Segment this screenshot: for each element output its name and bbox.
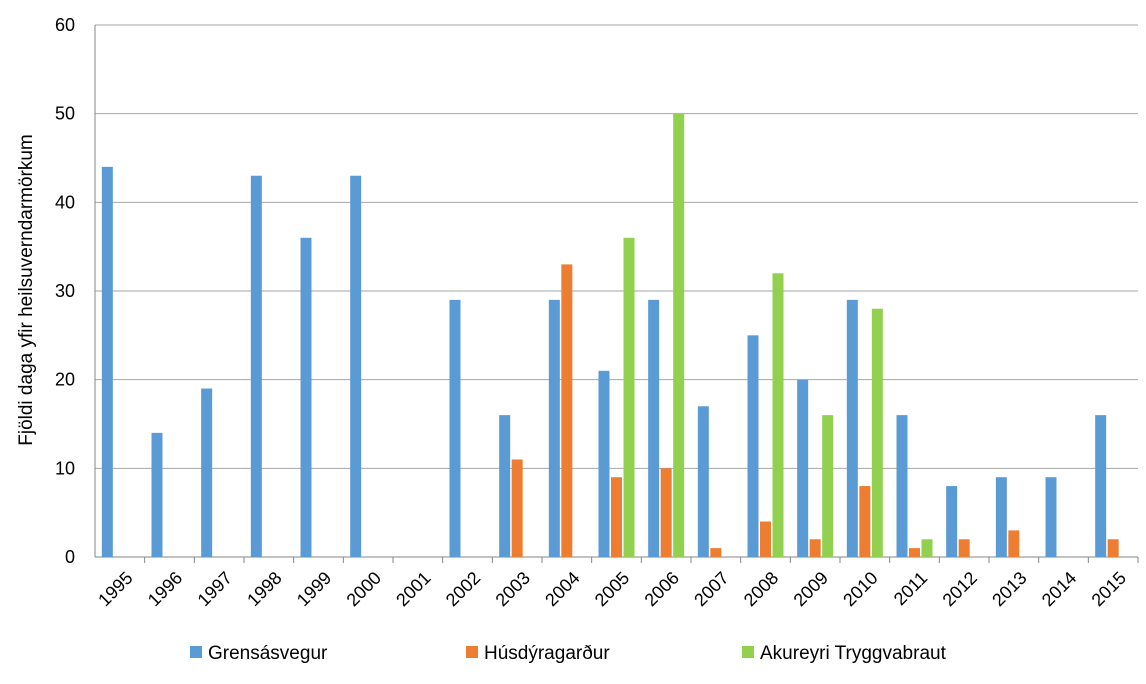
bar-akureyri-tryggvabraut-2009 bbox=[822, 415, 834, 557]
legend: Grensásvegur Húsdýragarður Akureyri Tryggv… bbox=[190, 643, 947, 664]
bar-grensásvegur-2008 bbox=[747, 335, 759, 557]
bar-grensásvegur-1999 bbox=[300, 237, 312, 558]
legend-label: Grensásvegur bbox=[208, 643, 328, 664]
bar-húsdýragarður-2008 bbox=[760, 521, 771, 557]
x-tick-label: 2011 bbox=[890, 568, 932, 610]
bar-húsdýragarður-2015 bbox=[1107, 539, 1119, 557]
bar-grensásvegur-2015 bbox=[1095, 415, 1107, 557]
bar-grensásvegur-2013 bbox=[995, 477, 1007, 557]
bar-akureyri-tryggvabraut-2005 bbox=[623, 237, 635, 558]
bar-húsdýragarður-2007 bbox=[710, 548, 722, 557]
x-tick-label: 1998 bbox=[243, 568, 285, 610]
bar-grensásvegur-1996 bbox=[151, 432, 163, 557]
x-tick-label: 2008 bbox=[740, 568, 782, 610]
x-tick-label: 2009 bbox=[790, 568, 832, 610]
x-tick-label: 2007 bbox=[690, 568, 732, 610]
bar-húsdýragarður-2005 bbox=[611, 477, 622, 557]
bar-akureyri-tryggvabraut-2011 bbox=[921, 539, 933, 557]
bar-grensásvegur-2002 bbox=[449, 299, 461, 557]
y-tick-label: 10 bbox=[55, 458, 75, 478]
bar-akureyri-tryggvabraut-2010 bbox=[871, 308, 883, 557]
x-tick-label: 2005 bbox=[591, 568, 633, 610]
bar-húsdýragarður-2010 bbox=[859, 486, 871, 557]
x-tick-label: 2010 bbox=[839, 568, 881, 610]
x-tick-label: 2001 bbox=[392, 568, 434, 610]
x-tick-label: 1997 bbox=[194, 568, 236, 610]
x-tick-label: 1999 bbox=[293, 568, 335, 610]
bar-grensásvegur-2014 bbox=[1045, 477, 1057, 557]
x-tick-label: 1995 bbox=[94, 568, 136, 610]
y-tick-label: 60 bbox=[55, 15, 75, 35]
x-tick-label: 2002 bbox=[442, 568, 484, 610]
x-tick-label: 1996 bbox=[144, 568, 186, 610]
legend-swatch bbox=[466, 646, 478, 658]
bars bbox=[101, 113, 1119, 558]
y-axis-label: Fjöldi daga yfir heilsuverndarmörkum bbox=[16, 134, 37, 446]
x-tick-label: 2004 bbox=[541, 568, 583, 610]
bar-húsdýragarður-2011 bbox=[909, 548, 920, 557]
bar-grensásvegur-2003 bbox=[499, 415, 511, 557]
x-tick-label: 2000 bbox=[343, 568, 385, 610]
bar-grensásvegur-2000 bbox=[350, 175, 362, 557]
y-tick-label: 40 bbox=[55, 192, 75, 212]
y-tick-label: 20 bbox=[55, 370, 75, 390]
bar-húsdýragarður-2004 bbox=[561, 264, 573, 557]
bar-húsdýragarður-2006 bbox=[660, 468, 672, 557]
bar-grensásvegur-2010 bbox=[846, 299, 858, 557]
bar-grensásvegur-2004 bbox=[548, 299, 560, 557]
legend-swatch bbox=[190, 646, 202, 658]
bar-grensásvegur-2005 bbox=[598, 370, 610, 557]
y-tick-label: 30 bbox=[55, 281, 75, 301]
bar-grensásvegur-1998 bbox=[250, 175, 262, 557]
x-tick-label: 2003 bbox=[492, 568, 534, 610]
bar-akureyri-tryggvabraut-2008 bbox=[772, 273, 784, 557]
bar-grensásvegur-1997 bbox=[201, 388, 213, 557]
bar-grensásvegur-1995 bbox=[101, 166, 113, 557]
x-tick-label: 2013 bbox=[988, 568, 1030, 610]
bar-grensásvegur-2011 bbox=[896, 415, 908, 557]
bar-húsdýragarður-2012 bbox=[958, 539, 970, 557]
y-tick-label: 50 bbox=[55, 104, 75, 124]
gridlines bbox=[94, 24, 1139, 563]
bar-grensásvegur-2012 bbox=[946, 486, 958, 557]
bar-grensásvegur-2009 bbox=[797, 379, 809, 557]
bar-húsdýragarður-2013 bbox=[1008, 530, 1020, 557]
x-tick-label: 2012 bbox=[939, 568, 981, 610]
bar-húsdýragarður-2003 bbox=[511, 459, 523, 557]
x-tick-label: 2015 bbox=[1088, 568, 1130, 610]
x-tick-label: 2006 bbox=[641, 568, 683, 610]
legend-label: Akureyri Tryggvabraut bbox=[760, 643, 947, 664]
bar-akureyri-tryggvabraut-2006 bbox=[673, 113, 685, 558]
y-tick-label: 0 bbox=[65, 547, 75, 567]
bar-húsdýragarður-2009 bbox=[809, 539, 821, 557]
x-axis-ticks: 1995 1996 1997 1998 1999 2000 2001 2002 2003 2004… bbox=[94, 568, 1130, 610]
x-tick-label: 2014 bbox=[1038, 568, 1080, 610]
bar-grensásvegur-2006 bbox=[648, 299, 660, 557]
bar-grensásvegur-2007 bbox=[697, 406, 709, 557]
y-axis-ticks: 0 10 20 30 40 50 60 bbox=[55, 15, 75, 567]
legend-label: Húsdýragarður bbox=[484, 643, 610, 664]
legend-swatch bbox=[742, 646, 754, 658]
